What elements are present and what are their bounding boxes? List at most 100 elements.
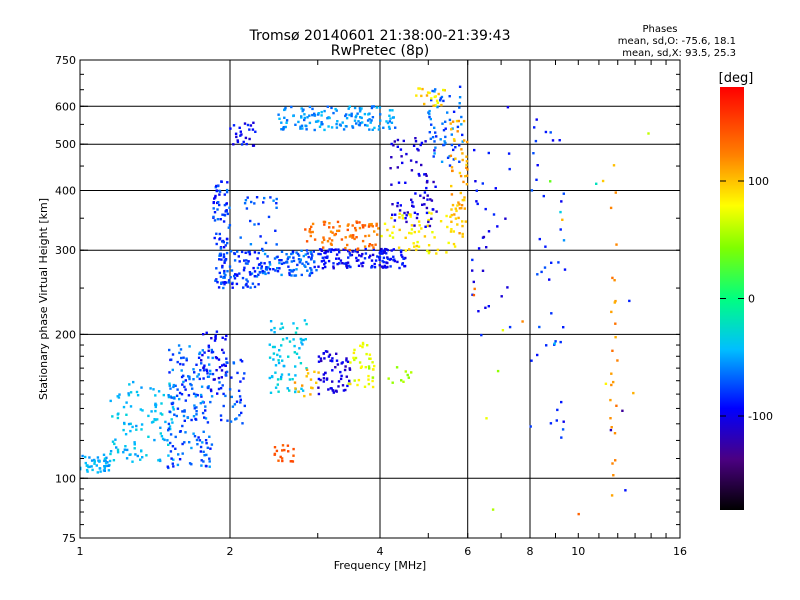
data-point [425,186,428,190]
data-point [451,127,454,130]
data-point [305,260,308,264]
data-point [330,243,333,246]
data-point [182,414,186,418]
data-point [561,218,564,221]
data-point [170,358,173,361]
data-point [228,265,232,268]
data-point [214,356,218,359]
data-point [388,120,391,123]
data-point [504,217,507,220]
data-point [161,437,165,441]
data-point [169,387,172,390]
data-point [406,373,409,377]
data-point [610,426,613,429]
data-point [390,156,393,159]
data-point [391,203,394,206]
data-point [430,199,434,202]
data-point [301,384,304,387]
y-tick-label: 300 [55,244,76,257]
data-point [426,91,430,94]
data-point [356,247,360,250]
data-point [612,380,615,384]
x-tick-label: 2 [227,545,234,558]
data-point [458,171,462,175]
data-point [203,351,206,354]
data-point [280,273,283,277]
data-point [202,377,205,380]
data-point [196,375,199,378]
data-point [216,281,219,284]
data-point [431,89,434,93]
data-point [340,374,343,378]
data-point [361,264,364,268]
data-point [183,410,186,413]
data-point [214,194,217,198]
data-point [610,372,613,375]
data-point [168,410,171,413]
data-point [388,234,392,237]
data-point [374,259,378,262]
data-point [339,370,342,374]
data-point [204,417,208,420]
data-point [305,375,308,378]
data-point [405,220,408,224]
data-point [372,105,375,108]
data-point [380,234,383,238]
data-point [391,231,394,234]
data-point [113,442,116,446]
data-point [399,148,403,151]
data-point [448,118,452,122]
data-point [308,114,311,117]
data-point [167,422,171,426]
data-point [390,121,394,124]
data-point [185,359,188,362]
data-point [317,355,321,358]
data-point [324,265,327,269]
data-point [264,272,267,276]
data-point [183,441,186,444]
data-point [173,397,176,400]
data-point [315,381,318,384]
data-point [157,459,160,462]
data-point [242,377,245,380]
data-point [456,223,459,226]
data-point [323,128,326,132]
data-point [242,286,245,289]
data-point [484,207,487,211]
data-point [239,236,242,239]
data-point [282,126,286,129]
y-tick-label: 400 [55,184,76,197]
data-point [458,106,461,109]
data-point [610,310,613,314]
data-point [548,278,551,281]
data-point [152,388,155,391]
data-point [375,222,378,226]
data-point [291,460,295,463]
data-point [364,252,368,255]
data-point [544,245,547,248]
data-point [371,361,374,364]
data-point [399,251,403,254]
data-point [433,126,436,129]
data-point [310,386,313,389]
data-point [465,183,469,186]
data-point [471,269,474,272]
data-point [347,249,350,253]
data-point [431,136,435,139]
data-point [248,250,251,254]
data-point [200,459,203,462]
data-point [125,457,129,460]
data-point [485,417,488,420]
data-point [460,148,463,151]
data-point [373,364,376,368]
data-point [213,219,217,222]
data-point [354,116,357,119]
data-point [222,220,226,223]
data-point [116,416,120,420]
data-point [382,249,386,252]
data-point [207,344,210,347]
data-point [292,454,295,457]
data-point [355,259,359,262]
data-point [345,125,348,128]
data-point [192,392,196,395]
